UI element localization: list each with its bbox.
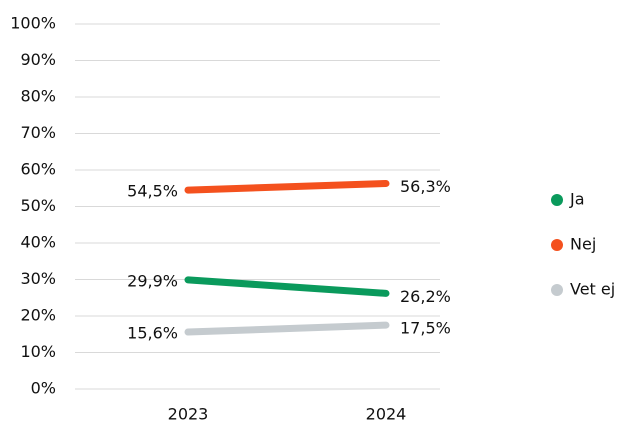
legend-label: Vet ej	[570, 280, 615, 299]
legend-marker	[551, 284, 563, 296]
data-label: 26,2%	[400, 287, 451, 306]
legend-label: Ja	[569, 190, 585, 209]
y-tick-label: 80%	[20, 87, 56, 106]
y-tick-label: 60%	[20, 160, 56, 179]
series-line	[184, 321, 390, 336]
data-label: 17,5%	[400, 319, 451, 338]
y-tick-label: 0%	[31, 379, 56, 398]
y-tick-label: 90%	[20, 50, 56, 69]
legend-marker	[551, 239, 563, 251]
data-label: 15,6%	[127, 324, 178, 343]
y-tick-label: 10%	[20, 342, 56, 361]
legend-marker	[551, 194, 563, 206]
x-tick-label: 2023	[168, 405, 209, 424]
y-tick-label: 100%	[10, 14, 56, 33]
series-line	[184, 180, 390, 194]
data-label: 29,9%	[127, 271, 178, 290]
series-line	[184, 276, 390, 297]
y-tick-label: 30%	[20, 269, 56, 288]
legend-label: Nej	[570, 235, 596, 254]
y-tick-label: 50%	[20, 196, 56, 215]
y-tick-label: 40%	[20, 233, 56, 252]
y-tick-label: 70%	[20, 123, 56, 142]
data-label: 56,3%	[400, 177, 451, 196]
x-tick-label: 2024	[366, 405, 407, 424]
y-tick-label: 20%	[20, 306, 56, 325]
data-label: 54,5%	[127, 182, 178, 201]
